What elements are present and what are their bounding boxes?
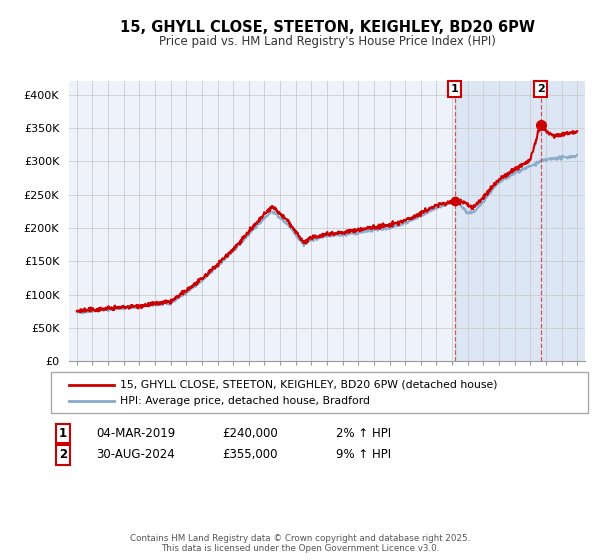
Text: 1: 1 (451, 84, 458, 94)
Text: Contains HM Land Registry data © Crown copyright and database right 2025.
This d: Contains HM Land Registry data © Crown c… (130, 534, 470, 553)
Text: £240,000: £240,000 (222, 427, 278, 440)
Text: 1: 1 (59, 427, 67, 440)
Text: 15, GHYLL CLOSE, STEETON, KEIGHLEY, BD20 6PW: 15, GHYLL CLOSE, STEETON, KEIGHLEY, BD20… (119, 20, 535, 35)
Text: 2% ↑ HPI: 2% ↑ HPI (336, 427, 391, 440)
Text: 30-AUG-2024: 30-AUG-2024 (96, 448, 175, 461)
Text: £355,000: £355,000 (222, 448, 277, 461)
Text: HPI: Average price, detached house, Bradford: HPI: Average price, detached house, Brad… (120, 396, 370, 406)
Text: 15, GHYLL CLOSE, STEETON, KEIGHLEY, BD20 6PW (detached house): 15, GHYLL CLOSE, STEETON, KEIGHLEY, BD20… (120, 380, 497, 390)
Bar (455, 81, 585, 361)
Text: 9% ↑ HPI: 9% ↑ HPI (336, 448, 391, 461)
Text: 2: 2 (537, 84, 545, 94)
Text: 2: 2 (59, 448, 67, 461)
Text: Price paid vs. HM Land Registry's House Price Index (HPI): Price paid vs. HM Land Registry's House … (158, 35, 496, 48)
Text: 04-MAR-2019: 04-MAR-2019 (96, 427, 175, 440)
